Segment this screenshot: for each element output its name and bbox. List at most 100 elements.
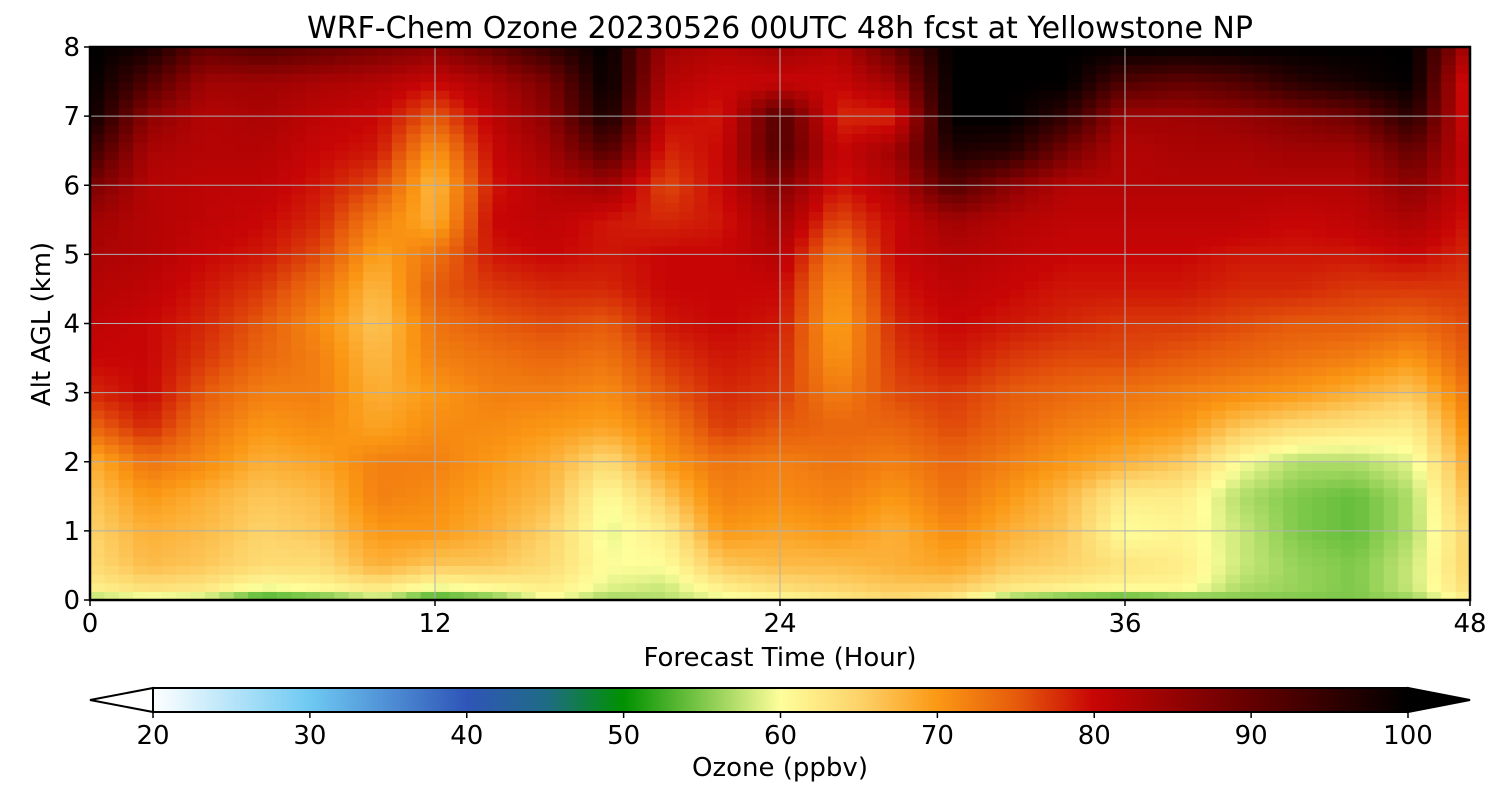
heatmap-cell <box>1225 496 1241 506</box>
heatmap-cell <box>291 211 307 221</box>
heatmap-cell <box>291 349 307 359</box>
heatmap-cell <box>995 504 1011 515</box>
heatmap-cell <box>1426 219 1442 230</box>
heatmap-cell <box>1038 159 1054 169</box>
heatmap-cell <box>550 349 565 359</box>
heatmap-cell <box>305 254 321 264</box>
heatmap-cell <box>794 444 810 454</box>
heatmap-cell <box>1211 574 1227 584</box>
heatmap-cell <box>1326 565 1342 575</box>
heatmap-cell <box>1024 556 1040 567</box>
heatmap-cell <box>578 530 594 541</box>
heatmap-cell <box>880 271 896 281</box>
heatmap-cell <box>1024 332 1040 342</box>
heatmap-cell <box>147 219 163 230</box>
heatmap-cell <box>262 219 278 230</box>
heatmap-cell <box>1340 150 1356 160</box>
heatmap-cell <box>190 565 206 575</box>
heatmap-cell <box>492 453 508 463</box>
heatmap-cell <box>966 202 982 212</box>
heatmap-cell <box>391 228 407 238</box>
heatmap-cell <box>693 418 709 428</box>
heatmap-cell <box>463 349 479 359</box>
heatmap-cell <box>650 375 666 385</box>
heatmap-cell <box>1340 288 1356 299</box>
heatmap-cell <box>1067 323 1083 333</box>
heatmap-cell <box>995 159 1011 169</box>
heatmap-cell <box>1369 202 1385 212</box>
heatmap-cell <box>981 487 997 497</box>
heatmap-cell <box>780 444 795 454</box>
heatmap-cell <box>1383 254 1399 264</box>
heatmap-cell <box>420 444 436 454</box>
heatmap-cell <box>1153 375 1169 385</box>
heatmap-cell <box>1196 176 1212 186</box>
heatmap-cell <box>895 332 910 342</box>
heatmap-cell <box>550 150 565 160</box>
heatmap-cell <box>1110 496 1126 506</box>
heatmap-cell <box>909 470 925 480</box>
heatmap-cell <box>391 323 407 333</box>
heatmap-cell <box>679 556 695 567</box>
heatmap-cell <box>449 392 465 402</box>
heatmap-cell <box>751 418 767 428</box>
heatmap-cell <box>147 332 163 342</box>
heatmap-cell <box>794 496 810 506</box>
heatmap-cell <box>708 237 724 247</box>
heatmap-cell <box>722 565 738 575</box>
heatmap-cell <box>276 530 292 541</box>
heatmap-cell <box>406 401 422 411</box>
heatmap-cell <box>1412 349 1428 359</box>
heatmap-cell <box>564 383 580 394</box>
heatmap-cell <box>420 219 436 230</box>
heatmap-cell <box>420 193 436 204</box>
heatmap-cell <box>1211 263 1227 273</box>
heatmap-cell <box>348 263 364 273</box>
heatmap-cell <box>607 323 623 333</box>
heatmap-cell <box>1225 323 1241 333</box>
heatmap-cell <box>938 297 954 307</box>
heatmap-cell <box>909 496 925 506</box>
heatmap-cell <box>578 418 594 428</box>
heatmap-cell <box>1311 193 1327 204</box>
heatmap-cell <box>1426 323 1442 333</box>
heatmap-cell <box>1369 375 1385 385</box>
heatmap-cell <box>1038 358 1054 368</box>
heatmap-cell <box>104 401 120 411</box>
heatmap-cell <box>190 176 206 186</box>
heatmap-cell <box>938 193 954 204</box>
heatmap-cell <box>118 409 134 420</box>
heatmap-cell <box>564 288 580 299</box>
heatmap-cell <box>607 418 623 428</box>
heatmap-cell <box>909 574 925 584</box>
heatmap-cell <box>708 548 724 558</box>
heatmap-cell <box>751 228 767 238</box>
heatmap-cell <box>506 582 522 592</box>
heatmap-cell <box>492 314 508 325</box>
heatmap-cell <box>535 487 551 497</box>
heatmap-cell <box>147 383 163 394</box>
heatmap-cell <box>305 185 321 195</box>
heatmap-cell <box>1254 271 1270 281</box>
heatmap-cell <box>406 496 422 506</box>
heatmap-cell <box>219 167 235 178</box>
heatmap-cell <box>593 522 609 532</box>
heatmap-cell <box>966 150 982 160</box>
heatmap-cell <box>1067 513 1083 523</box>
heatmap-cell <box>118 150 134 160</box>
heatmap-cell <box>1398 479 1414 489</box>
heatmap-cell <box>463 418 479 428</box>
heatmap-cell <box>435 306 450 316</box>
heatmap-cell <box>823 409 839 420</box>
heatmap-cell <box>176 574 192 584</box>
heatmap-cell <box>550 167 565 178</box>
heatmap-cell <box>104 314 120 325</box>
heatmap-cell <box>348 479 364 489</box>
heatmap-cell <box>1225 383 1241 394</box>
heatmap-cell <box>1441 288 1457 299</box>
heatmap-cell <box>808 591 824 601</box>
heatmap-cell <box>1426 288 1442 299</box>
heatmap-cell <box>708 530 724 541</box>
heatmap-cell <box>780 470 795 480</box>
heatmap-cell <box>765 297 781 307</box>
